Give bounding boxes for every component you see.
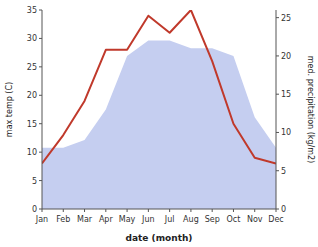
y-tick <box>39 209 42 210</box>
y2-tick <box>276 17 279 18</box>
x-tick-label: Sep <box>205 215 220 224</box>
y-tick <box>39 38 42 39</box>
x-tick-label: Jun <box>141 215 155 224</box>
y2-tick <box>276 209 279 210</box>
x-tick-label: Mar <box>77 215 93 224</box>
y2-tick-label: 20 <box>281 52 291 61</box>
y-tick-label: 25 <box>27 63 37 72</box>
y2-axis-label: med. precipitation (kg/m2) <box>306 56 315 163</box>
x-tick <box>63 209 64 212</box>
y2-tick-label: 25 <box>281 14 291 23</box>
y-axis-line <box>42 10 43 209</box>
y2-tick <box>276 132 279 133</box>
x-tick <box>254 209 255 212</box>
x-tick-label: Apr <box>99 215 114 224</box>
y-tick <box>39 10 42 11</box>
x-tick-label: Aug <box>183 215 199 224</box>
x-tick <box>212 209 213 212</box>
y2-tick-label: 15 <box>281 90 291 99</box>
y2-axis-line <box>276 10 277 209</box>
y-tick <box>39 180 42 181</box>
y2-tick-label: 0 <box>281 205 286 214</box>
y-tick <box>39 123 42 124</box>
temp-line <box>42 10 276 164</box>
x-axis-label: date (month) <box>126 233 193 243</box>
y-tick <box>39 66 42 67</box>
y-tick-label: 5 <box>32 177 37 186</box>
y-tick-label: 35 <box>27 6 37 15</box>
chart: JanFebMarAprMayJunJulAugSepOctNovDec0510… <box>0 0 318 247</box>
x-tick <box>169 209 170 212</box>
x-tick-label: Nov <box>247 215 263 224</box>
y2-tick <box>276 94 279 95</box>
y-tick-label: 20 <box>27 91 37 100</box>
y-tick <box>39 152 42 153</box>
x-tick-label: Oct <box>227 215 241 224</box>
y-tick-label: 0 <box>32 205 37 214</box>
y2-tick-label: 10 <box>281 128 291 137</box>
x-axis-line <box>42 209 276 210</box>
x-tick-label: Jan <box>35 215 48 224</box>
x-tick <box>127 209 128 212</box>
y-tick-label: 15 <box>27 120 37 129</box>
x-tick-label: Feb <box>56 215 70 224</box>
x-tick-label: Jul <box>164 215 175 224</box>
plot-marks <box>42 10 276 209</box>
x-tick <box>105 209 106 212</box>
y-tick <box>39 95 42 96</box>
precip-area <box>42 41 276 209</box>
y-axis-label: max temp (C) <box>5 82 14 137</box>
x-tick-label: May <box>119 215 136 224</box>
y2-tick <box>276 170 279 171</box>
x-tick-label: Dec <box>268 215 283 224</box>
x-tick <box>233 209 234 212</box>
y-tick-label: 10 <box>27 148 37 157</box>
x-tick <box>190 209 191 212</box>
x-tick <box>84 209 85 212</box>
y2-tick <box>276 55 279 56</box>
y2-tick-label: 5 <box>281 167 286 176</box>
y-tick-label: 30 <box>27 34 37 43</box>
x-tick <box>148 209 149 212</box>
